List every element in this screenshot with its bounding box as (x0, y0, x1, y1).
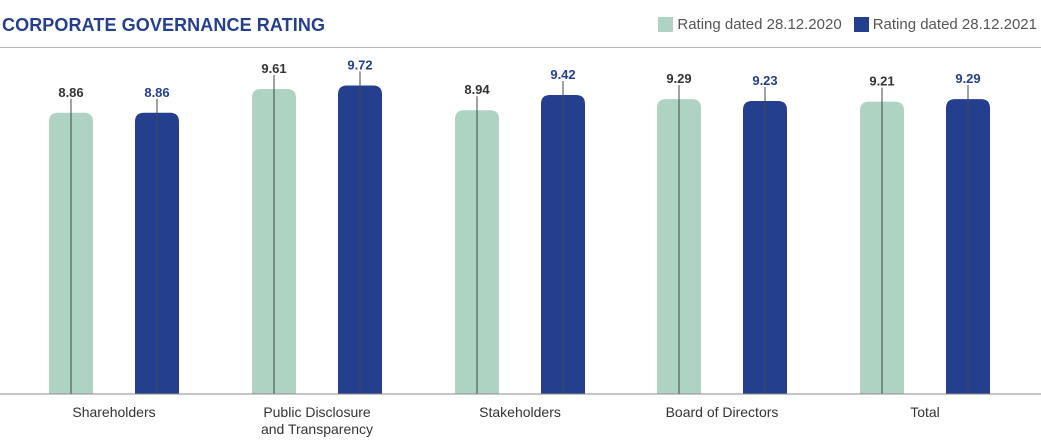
category-label-1: Public Disclosure and Transparency (261, 404, 373, 437)
data-label-2021-3: 9.23 (752, 73, 777, 88)
chart-title: CORPORATE GOVERNANCE RATING (2, 15, 326, 35)
category-label-4: Total (910, 404, 940, 420)
data-label-2020-4: 9.21 (869, 74, 894, 89)
category-label-3: Board of Directors (666, 404, 779, 420)
data-label-2021-0: 8.86 (144, 85, 169, 100)
bar-chart: 8.86 9.61 8.94 9.29 9.21 8.86 9.72 9.42 9.23 9.29… (0, 57, 1041, 437)
legend-label-2021: Rating dated 28.12.2021 (872, 16, 1037, 33)
data-label-2021-1: 9.72 (347, 57, 372, 72)
legend-swatch-2020 (658, 17, 674, 32)
category-label-2: Stakeholders (479, 404, 561, 420)
data-label-2020-3: 9.29 (666, 71, 691, 86)
data-label-2020-2: 8.94 (464, 82, 490, 97)
data-label-2020-1: 9.61 (261, 61, 286, 76)
chart-header: CORPORATE GOVERNANCE RATING Rating dated… (0, 0, 1041, 48)
data-label-2021-4: 9.29 (955, 71, 980, 86)
category-label-0: Shareholders (72, 404, 155, 420)
data-label-2020-0: 8.86 (58, 85, 83, 100)
chart-legend: Rating dated 28.12.2020 Rating dated 28.… (658, 16, 1037, 33)
legend-item-2021: Rating dated 28.12.2021 (853, 16, 1037, 33)
legend-label-2020: Rating dated 28.12.2020 (677, 16, 842, 33)
data-label-2021-2: 9.42 (550, 67, 575, 82)
legend-swatch-2021 (853, 17, 869, 32)
legend-item-2020: Rating dated 28.12.2020 (658, 16, 842, 33)
